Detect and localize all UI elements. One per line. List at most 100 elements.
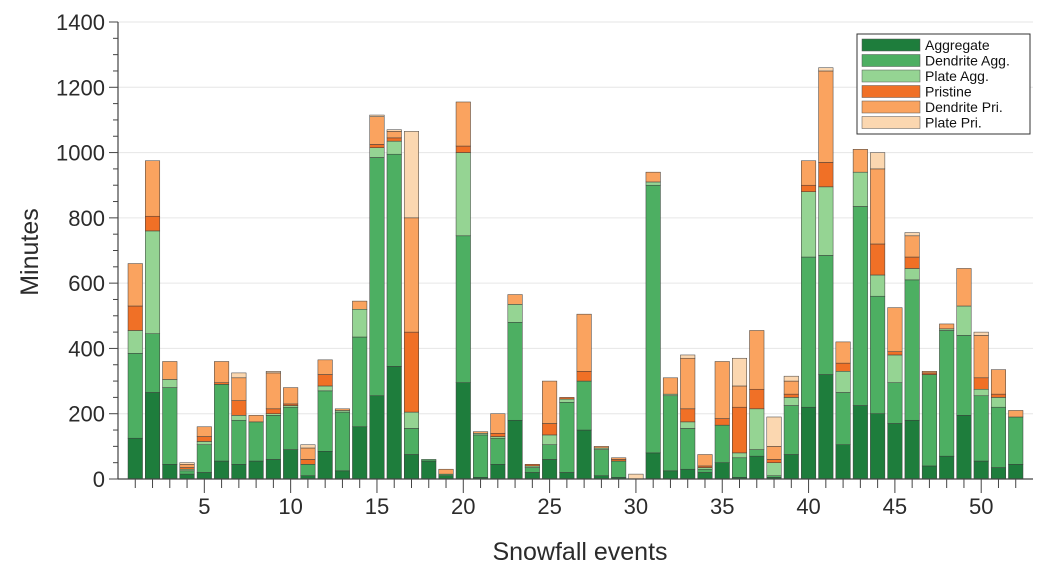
bar-segment-aggregate xyxy=(956,415,972,480)
bar-segment-dendrite-pri xyxy=(766,446,782,460)
bar-segment-aggregate xyxy=(145,392,161,480)
bar-segment-plate-agg xyxy=(352,309,368,338)
bar-segment-dendrite-agg xyxy=(300,464,316,476)
bar-segment-aggregate xyxy=(162,464,178,480)
bar-stack-35 xyxy=(714,361,730,480)
legend-swatch xyxy=(861,54,921,67)
bar-segment-dendrite-agg xyxy=(386,153,402,367)
bar-segment-plate-agg xyxy=(403,411,419,429)
bar-segment-plate-agg xyxy=(852,171,868,207)
bar-stack-26 xyxy=(559,397,575,480)
bar-segment-aggregate xyxy=(283,449,299,480)
bar-segment-pristine xyxy=(265,408,281,414)
bar-segment-plate-agg xyxy=(369,147,385,158)
bar-stack-19 xyxy=(438,468,454,480)
bar-segment-plate-agg xyxy=(766,462,782,476)
bar-segment-dendrite-agg xyxy=(559,402,575,473)
bar-segment-dendrite-agg xyxy=(818,255,834,375)
bar-segment-pristine xyxy=(973,377,989,390)
bar-segment-dendrite-pri xyxy=(317,359,333,375)
grid-lines xyxy=(118,21,1033,415)
bar-segment-plate-agg xyxy=(783,397,799,406)
bar-segment-aggregate xyxy=(852,405,868,480)
bar-segment-pristine xyxy=(559,397,575,400)
bar-segment-pristine xyxy=(835,362,851,372)
bar-segment-aggregate xyxy=(818,374,834,480)
x-tick-label: 5 xyxy=(198,494,210,519)
bar-segment-plate-agg xyxy=(680,421,696,429)
bar-segment-aggregate xyxy=(352,426,368,480)
bar-segment-dendrite-pri xyxy=(490,413,506,434)
bar-stack-47 xyxy=(921,371,937,480)
bar-segment-pristine xyxy=(300,459,316,465)
bar-segment-dendrite-agg xyxy=(334,411,350,472)
bar-segment-dendrite-agg xyxy=(231,419,247,465)
bar-segment-pristine xyxy=(870,243,886,276)
bar-segment-dendrite-agg xyxy=(455,235,471,383)
bar-segment-plate-pri xyxy=(628,473,644,480)
bar-segment-dendrite-pri xyxy=(645,171,661,183)
bar-segment-plate-agg xyxy=(559,398,575,403)
bar-segment-dendrite-pri xyxy=(127,263,143,307)
bar-stack-24 xyxy=(524,464,540,480)
bar-segment-pristine xyxy=(749,388,765,410)
bar-segment-dendrite-agg xyxy=(507,322,523,421)
bar-segment-aggregate xyxy=(196,472,212,480)
bar-segment-pristine xyxy=(801,184,817,192)
legend-swatch xyxy=(861,38,921,52)
legend-swatch xyxy=(861,116,921,129)
bar-segment-dendrite-pri xyxy=(300,447,316,460)
bar-segment-plate-agg xyxy=(317,385,333,392)
bar-segment-plate-pri xyxy=(904,232,920,237)
bar-segment-plate-pri xyxy=(818,67,834,72)
bar-segment-dendrite-pri xyxy=(801,160,817,186)
bar-segment-dendrite-pri xyxy=(473,431,489,434)
bar-segment-dendrite-agg xyxy=(973,395,989,462)
bar-segment-dendrite-pri xyxy=(265,372,281,410)
bar-segment-dendrite-pri xyxy=(334,408,350,411)
bar-stack-50 xyxy=(973,331,989,480)
bar-segment-plate-agg xyxy=(542,434,558,445)
bar-segment-aggregate xyxy=(697,472,713,480)
bar-segment-dendrite-pri xyxy=(386,131,402,139)
bar-segment-plate-agg xyxy=(732,452,748,459)
bar-segment-dendrite-pri xyxy=(438,468,454,475)
bar-segment-plate-agg xyxy=(162,379,178,388)
bar-segment-dendrite-agg xyxy=(645,184,661,454)
bar-segment-aggregate xyxy=(801,406,817,480)
bar-segment-pristine xyxy=(714,418,730,426)
bar-segment-plate-pri xyxy=(386,129,402,132)
bar-segment-dendrite-agg xyxy=(801,256,817,408)
y-tick-label: 0 xyxy=(93,467,105,492)
bar-segment-aggregate xyxy=(507,419,523,480)
bar-segment-plate-pri xyxy=(973,331,989,336)
bar-segment-dendrite-agg xyxy=(473,434,489,478)
bar-segment-dendrite-pri xyxy=(939,323,955,330)
bar-segment-dendrite-agg xyxy=(593,449,609,476)
bar-segment-plate-agg xyxy=(887,354,903,383)
bar-stack-37 xyxy=(749,330,765,480)
bar-segment-dendrite-pri xyxy=(783,380,799,395)
bar-segment-aggregate xyxy=(749,455,765,480)
bar-segment-dendrite-pri xyxy=(904,235,920,258)
bar-segment-dendrite-agg xyxy=(196,444,212,473)
bar-segment-plate-agg xyxy=(818,186,834,256)
y-axis-title: Minutes xyxy=(16,208,44,296)
bar-segment-plate-agg xyxy=(127,330,143,354)
bar-segment-dendrite-pri xyxy=(507,294,523,305)
bar-segment-dendrite-agg xyxy=(127,353,143,439)
bar-segment-dendrite-agg xyxy=(403,428,419,455)
legend-label: Aggregate xyxy=(925,37,990,53)
bar-segment-dendrite-pri xyxy=(369,116,385,145)
bar-segment-plate-agg xyxy=(749,408,765,450)
bar-segment-aggregate xyxy=(973,460,989,480)
bar-stack-43 xyxy=(852,149,868,480)
bar-segment-dendrite-agg xyxy=(576,380,592,431)
bar-segment-dendrite-agg xyxy=(887,382,903,424)
bar-segment-plate-agg xyxy=(196,441,212,445)
bar-stack-36 xyxy=(732,357,748,480)
bar-segment-dendrite-agg xyxy=(611,460,627,478)
bar-stack-12 xyxy=(317,359,333,480)
